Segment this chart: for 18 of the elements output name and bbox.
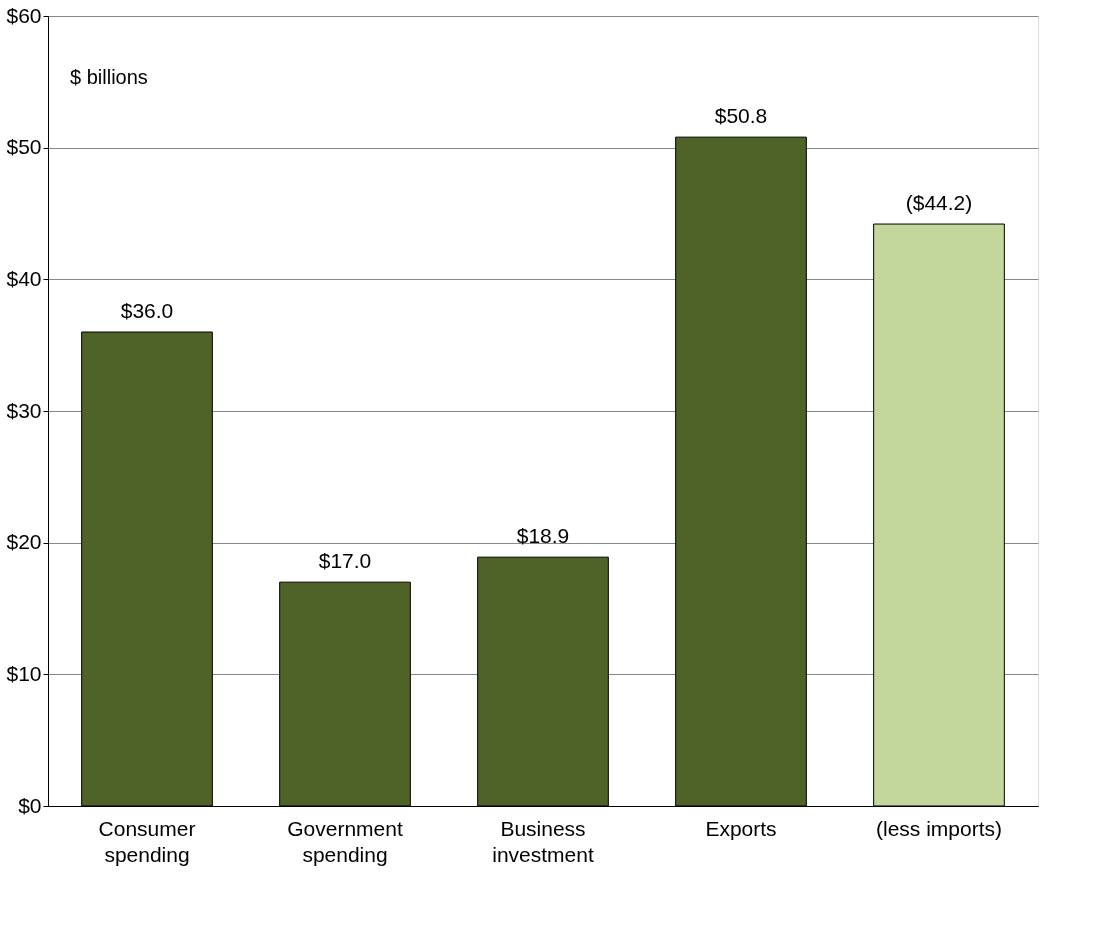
x-tick-label: Government spending [287, 816, 403, 866]
x-tick-label: Exports [705, 816, 777, 840]
data-label: $50.8 [714, 104, 768, 128]
y-tick-label: $0 [18, 793, 42, 817]
y-tick-label: $50 [6, 135, 42, 159]
y-tick-label: $40 [6, 266, 42, 290]
x-tick-label: Consumer spending [98, 816, 196, 866]
x-tick-label: Business investment [492, 816, 594, 866]
y-tick-label: $20 [6, 530, 42, 554]
y-tick-label: $60 [6, 3, 42, 27]
data-label: $36.0 [120, 299, 174, 322]
data-label: ($44.2) [905, 191, 973, 215]
y-tick-label: $30 [6, 398, 42, 422]
data-label: $18.9 [516, 524, 570, 548]
x-tick-label: (less imports) [875, 816, 1003, 840]
y-tick-label: $10 [6, 661, 42, 685]
annotation: $ billions [70, 66, 148, 88]
data-label: $17.0 [318, 549, 372, 573]
